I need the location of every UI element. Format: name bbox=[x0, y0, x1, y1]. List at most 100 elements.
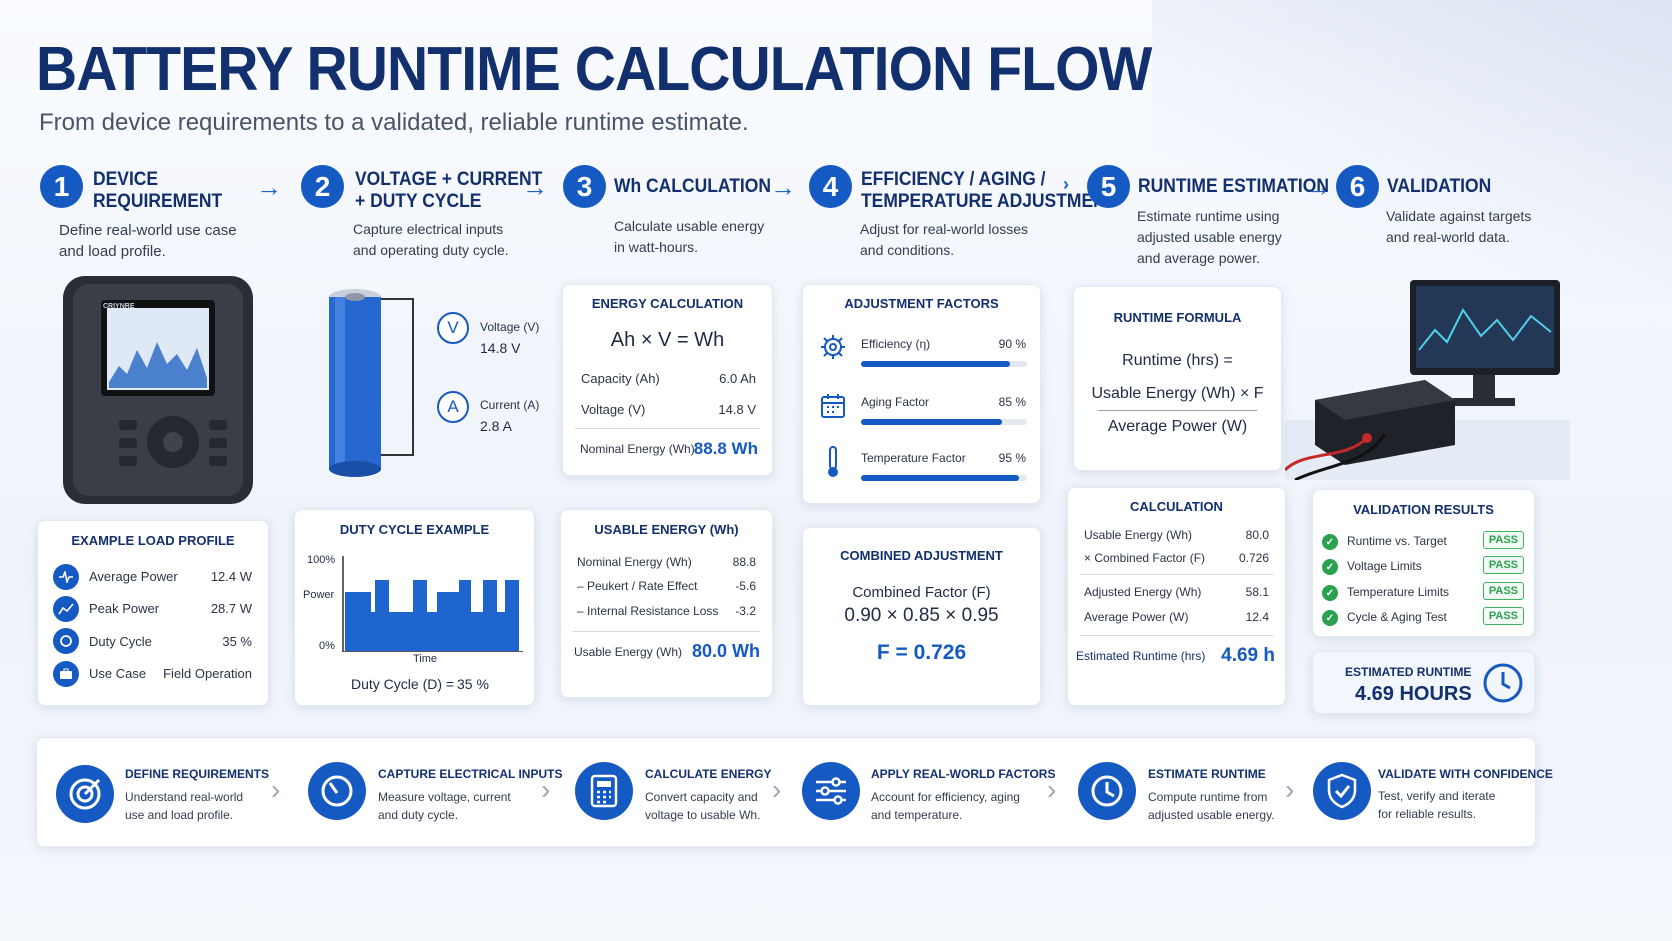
step-title: DEVICE REQUIREMENT bbox=[93, 169, 223, 212]
trend-chart-icon bbox=[53, 596, 79, 622]
step-number: 6 bbox=[1336, 165, 1379, 208]
summary-title: CAPTURE ELECTRICAL INPUTS bbox=[378, 767, 563, 781]
usable-row-label: Nominal Energy (Wh) bbox=[577, 555, 692, 569]
load-row-value: 28.7 W bbox=[210, 601, 252, 616]
duty-cycle-footer-value: 35 % bbox=[457, 676, 489, 692]
chevron-right-icon: › bbox=[1285, 774, 1295, 805]
calc-row-label: Average Power (W) bbox=[1084, 610, 1189, 624]
calc-row-value: 12.4 bbox=[1245, 610, 1269, 624]
gauge-icon bbox=[308, 762, 366, 820]
validation-row-label: Cycle & Aging Test bbox=[1347, 610, 1447, 624]
combined-result: F = 0.726 bbox=[876, 641, 967, 664]
load-row-value: 35 % bbox=[222, 634, 252, 649]
duty-cycle-card: DUTY CYCLE EXAMPLE 100% Power 0% Time Du… bbox=[294, 509, 535, 706]
efficiency-bar bbox=[861, 361, 1027, 367]
summary-description: Test, verify and iterate for reliable res… bbox=[1378, 789, 1496, 821]
axis-label-top: 100% bbox=[307, 554, 336, 566]
device-brand: CRIYNRE bbox=[103, 303, 135, 310]
calculator-icon bbox=[575, 762, 633, 820]
runtime-formula-line: Runtime (hrs) = bbox=[1122, 352, 1233, 369]
duty-cycle-title: DUTY CYCLE EXAMPLE bbox=[339, 522, 490, 537]
axis-label-x: Time bbox=[413, 653, 438, 665]
step-description: Adjust for real-world losses and conditio… bbox=[860, 221, 1029, 258]
step-description: Estimate runtime using adjusted usable en… bbox=[1137, 208, 1282, 266]
calc-row-label: Adjusted Energy (Wh) bbox=[1084, 585, 1202, 599]
usable-row-value: 88.8 bbox=[732, 555, 756, 569]
voltage-label: Voltage (V) bbox=[480, 320, 540, 334]
combined-label: Combined Factor (F) bbox=[852, 584, 991, 601]
runtime-formula-denominator: Average Power (W) bbox=[1107, 418, 1248, 435]
shield-check-icon bbox=[1313, 762, 1371, 820]
load-row-value: Field Operation bbox=[163, 666, 252, 681]
pass-badge: PASS bbox=[1482, 531, 1524, 549]
summary-title: CALCULATE ENERGY bbox=[645, 767, 772, 781]
calendar-icon bbox=[821, 394, 845, 418]
usable-row-value: -3.2 bbox=[735, 604, 756, 618]
calc-row-value: 58.1 bbox=[1245, 585, 1269, 599]
energy-row-label: Capacity (Ah) bbox=[581, 371, 660, 386]
step-title: Wh CALCULATION bbox=[614, 176, 771, 197]
usable-energy-card: USABLE ENERGY (Wh) Nominal Energy (Wh) 8… bbox=[560, 509, 773, 698]
step-description: Validate against targets and real-world d… bbox=[1386, 208, 1532, 245]
usable-row-label: – Internal Resistance Loss bbox=[577, 604, 719, 618]
energy-card-title: ENERGY CALCULATION bbox=[591, 296, 744, 311]
chevron-right-icon: › bbox=[772, 774, 782, 805]
energy-formula: Ah × V = Wh bbox=[610, 329, 725, 351]
step-description: Capture electrical inputs and operating d… bbox=[353, 221, 509, 258]
factor-label: Temperature Factor bbox=[861, 451, 966, 465]
combined-expression: 0.90 × 0.85 × 0.95 bbox=[844, 605, 999, 626]
calc-row-label: Usable Energy (Wh) bbox=[1084, 528, 1193, 542]
energy-row-value: 14.8 V bbox=[718, 402, 756, 417]
factor-value: 85 % bbox=[998, 395, 1026, 409]
load-profile-title: EXAMPLE LOAD PROFILE bbox=[71, 533, 235, 548]
load-row-label: Average Power bbox=[89, 569, 178, 584]
duty-cycle-waveform bbox=[342, 556, 523, 652]
test-bench-illustration bbox=[1283, 270, 1570, 482]
calculation-title: CALCULATION bbox=[1130, 499, 1223, 514]
pass-badge: PASS bbox=[1482, 556, 1524, 574]
validation-title: VALIDATION RESULTS bbox=[1353, 502, 1494, 517]
chevron-right-icon: › bbox=[1047, 774, 1057, 805]
page-subtitle: From device requirements to a validated,… bbox=[39, 109, 749, 136]
clock-icon bbox=[1078, 762, 1136, 820]
validation-row-label: Runtime vs. Target bbox=[1347, 534, 1447, 548]
page-title: BATTERY RUNTIME CALCULATION FLOW bbox=[36, 35, 1152, 104]
check-icon: ✓ bbox=[1322, 559, 1338, 575]
pass-badge: PASS bbox=[1482, 607, 1524, 625]
handheld-device-illustration: CRIYNRE bbox=[55, 270, 261, 510]
estimated-runtime-value: 4.69 h bbox=[1221, 645, 1275, 666]
arrow-right-icon: → bbox=[256, 172, 282, 202]
energy-row-label: Voltage (V) bbox=[581, 402, 646, 417]
runtime-formula-numerator: Usable Energy (Wh) × F bbox=[1091, 385, 1264, 402]
factor-value: 90 % bbox=[998, 337, 1026, 351]
estimated-runtime-card: ESTIMATED RUNTIME 4.69 HOURS bbox=[1312, 651, 1535, 714]
chevron-right-icon: › bbox=[541, 774, 551, 805]
step-number: 4 bbox=[809, 165, 852, 208]
summary-title: VALIDATE WITH CONFIDENCE bbox=[1378, 767, 1553, 781]
step-title: VALIDATION bbox=[1387, 176, 1492, 197]
axis-label-y: Power bbox=[303, 589, 335, 601]
current-value: 2.8 A bbox=[480, 418, 512, 434]
step-number: 2 bbox=[301, 165, 344, 208]
usable-row-label: – Peukert / Rate Effect bbox=[577, 579, 698, 593]
pulse-icon bbox=[53, 564, 79, 590]
calc-row-label: × Combined Factor (F) bbox=[1084, 551, 1206, 565]
usable-total-value: 80.0 Wh bbox=[691, 641, 760, 661]
factor-label: Efficiency (η) bbox=[861, 337, 931, 351]
energy-row-value: 6.0 Ah bbox=[719, 371, 756, 386]
step-description: Calculate usable energy in watt-hours. bbox=[614, 218, 765, 255]
calculation-card: CALCULATION Usable Energy (Wh) 80.0 × Co… bbox=[1067, 487, 1286, 706]
summary-bar: DEFINE REQUIREMENTS Understand real-worl… bbox=[36, 737, 1553, 847]
load-row-label: Use Case bbox=[89, 666, 147, 681]
calc-row-value: 80.0 bbox=[1245, 528, 1269, 542]
target-icon bbox=[56, 765, 114, 823]
cycle-icon bbox=[53, 628, 79, 654]
combined-title: COMBINED ADJUSTMENT bbox=[840, 548, 1003, 563]
step-title: VOLTAGE + CURRENT + DUTY CYCLE bbox=[355, 169, 543, 212]
load-row-label: Peak Power bbox=[89, 601, 160, 616]
temperature-bar bbox=[861, 475, 1027, 481]
check-icon: ✓ bbox=[1322, 585, 1338, 601]
energy-calculation-card: ENERGY CALCULATION Ah × V = Wh Capacity … bbox=[562, 284, 773, 476]
step-description: Define real-world use case and load profi… bbox=[59, 222, 237, 260]
summary-title: DEFINE REQUIREMENTS bbox=[125, 767, 270, 781]
